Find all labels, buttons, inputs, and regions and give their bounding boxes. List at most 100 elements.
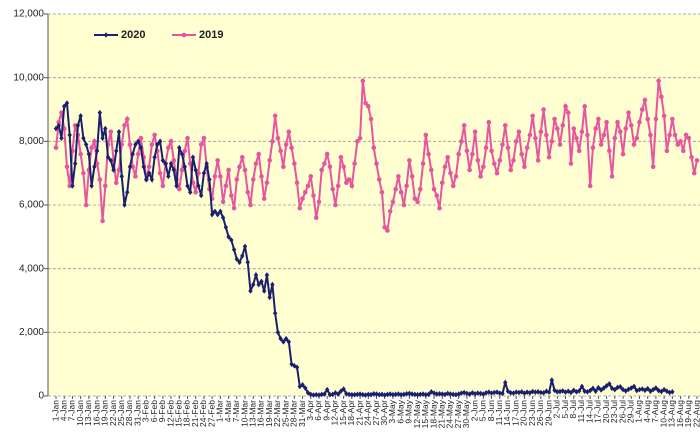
x-tick-label: 10-Jan: [75, 400, 85, 426]
point: [335, 183, 341, 189]
point: [261, 288, 267, 294]
point: [508, 390, 513, 396]
x-tick-label: 3-Apr: [305, 400, 315, 421]
point: [245, 189, 251, 195]
point: [390, 391, 396, 398]
point: [313, 215, 319, 221]
point: [144, 176, 149, 183]
point: [555, 389, 560, 395]
point: [278, 148, 283, 154]
point: [259, 174, 264, 179]
point: [415, 391, 420, 398]
point: [349, 391, 355, 398]
x-tick-label: 26-Jun: [535, 400, 545, 426]
x-tick-label: 22-Mar: [272, 400, 282, 427]
point: [157, 138, 163, 145]
point: [166, 145, 171, 150]
x-tick-label: 23-Jun: [527, 400, 537, 426]
legend-marker: [103, 32, 109, 38]
point: [659, 94, 664, 100]
point: [327, 164, 333, 170]
point: [593, 126, 598, 131]
point: [152, 154, 157, 161]
point: [149, 142, 155, 147]
point: [92, 164, 97, 170]
point: [557, 388, 563, 395]
point: [237, 259, 242, 266]
point: [190, 154, 196, 161]
point: [319, 167, 325, 173]
point: [67, 132, 72, 138]
point: [311, 193, 316, 198]
point: [451, 391, 456, 398]
point: [629, 385, 634, 391]
point: [423, 391, 429, 398]
point: [171, 158, 177, 163]
point: [135, 151, 141, 157]
x-tick-label: 6-Apr: [313, 400, 323, 421]
point: [289, 145, 294, 150]
point: [519, 389, 524, 395]
point: [376, 177, 382, 182]
point: [316, 199, 322, 205]
point: [497, 390, 502, 396]
point: [601, 132, 607, 138]
x-tick-label: 14-Jul: [584, 400, 594, 423]
x-tick-label: 17-Jul: [593, 400, 603, 423]
point: [631, 142, 637, 147]
point: [530, 388, 535, 395]
point: [431, 186, 437, 192]
x-tick-label: 22-Jan: [108, 400, 118, 426]
x-tick-label: 3-Feb: [141, 400, 151, 422]
x-tick-label: 20-Jun: [519, 400, 529, 426]
point: [582, 104, 587, 109]
point: [141, 164, 146, 170]
point: [497, 158, 503, 163]
point: [415, 199, 420, 205]
point: [470, 151, 475, 157]
y-tick-label: 4,000: [19, 263, 44, 274]
point: [464, 148, 470, 154]
point: [157, 170, 163, 176]
y-tick-label: 12,000: [13, 9, 44, 20]
point: [437, 390, 442, 397]
point: [97, 109, 103, 116]
x-tick-label: 4-Aug: [642, 400, 652, 423]
point: [111, 167, 116, 173]
point: [209, 211, 215, 218]
point: [94, 148, 100, 154]
y-tick-label: 8,000: [19, 136, 44, 147]
point: [409, 174, 415, 179]
point: [300, 382, 305, 388]
point: [346, 391, 352, 398]
point: [314, 391, 319, 398]
x-tick-label: 4-Jan: [58, 400, 68, 422]
point: [223, 183, 229, 189]
point: [379, 391, 385, 398]
point: [220, 214, 226, 221]
point: [270, 281, 275, 288]
point: [253, 161, 259, 166]
point: [53, 145, 59, 150]
point: [108, 157, 113, 164]
point: [637, 119, 642, 125]
point: [648, 132, 653, 138]
point: [185, 135, 190, 141]
x-tick-label: 1-Jan: [50, 400, 60, 422]
point: [62, 103, 67, 110]
point: [587, 183, 593, 189]
x-tick-label: 12-Feb: [165, 400, 175, 427]
x-tick-label: 19-Aug: [683, 400, 693, 428]
point: [541, 390, 546, 396]
point: [177, 144, 182, 151]
point: [544, 388, 549, 395]
point: [396, 174, 401, 179]
point: [382, 224, 388, 230]
point: [185, 183, 190, 189]
point: [371, 145, 377, 150]
point: [546, 389, 552, 395]
point: [352, 391, 357, 398]
point: [445, 390, 450, 397]
point: [639, 107, 645, 112]
